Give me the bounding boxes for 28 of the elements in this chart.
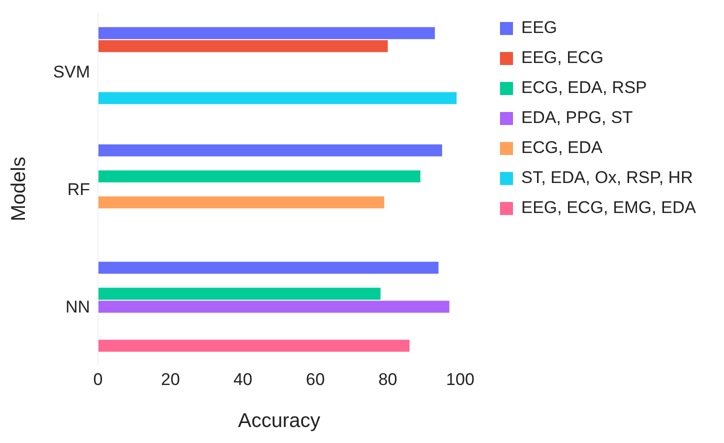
bar [98,340,410,352]
legend-label: EEG, ECG [521,47,604,69]
legend-label: EDA, PPG, ST [521,107,633,129]
legend-label: ECG, EDA, RSP [521,77,647,99]
legend-label: ECG, EDA [521,137,602,159]
x-tick-label: 20 [160,370,180,390]
x-tick-label: 60 [306,370,325,390]
x-tick-label: 100 [446,370,474,390]
y-tick-label: SVM [53,62,90,82]
bar [98,40,388,52]
bar [98,196,384,208]
bar [98,300,450,313]
legend-label: EEG, ECG, EMG, EDA [521,197,696,219]
x-tick-label: 80 [378,370,398,390]
bar [98,170,420,182]
x-tick-label: 0 [93,370,103,390]
x-axis-title: Accuracy [238,410,320,432]
bar [98,262,438,274]
x-tick-label: 40 [233,370,252,390]
bar [98,288,381,300]
y-tick-label: NN [65,297,90,316]
y-tick-label: RF [67,180,90,200]
legend-label: EEG [521,17,558,39]
bar [98,144,442,156]
y-axis-title: Models [8,156,30,222]
legend-label: ST, EDA, Ox, RSP, HR [521,167,693,189]
bar [98,27,435,40]
bar [98,92,457,104]
